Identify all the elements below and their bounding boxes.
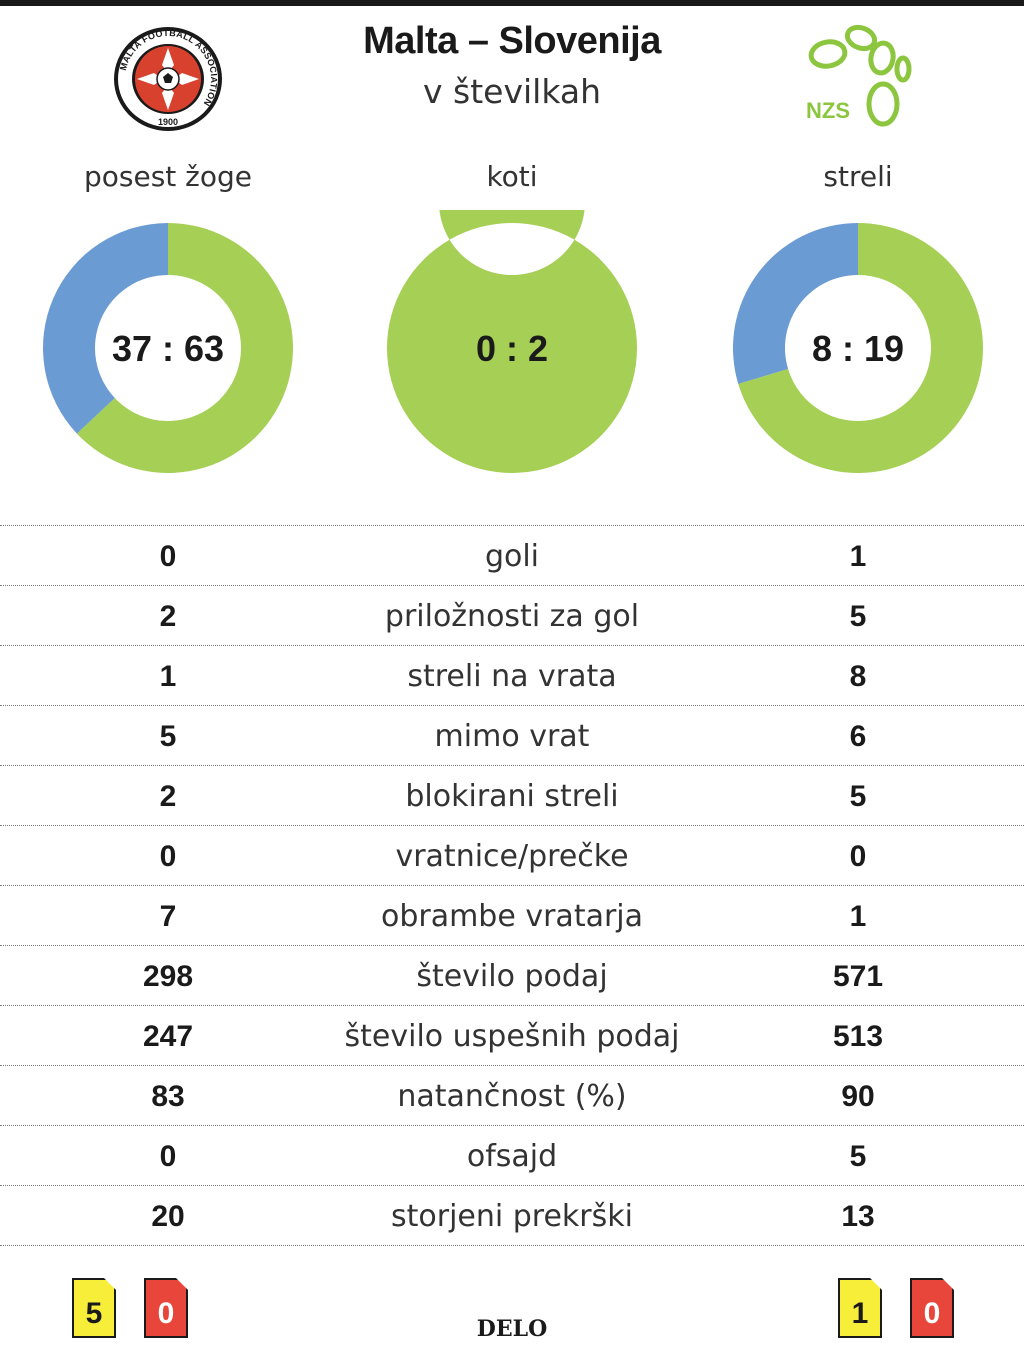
home-value: 83 — [151, 1080, 185, 1113]
donut-possession: 37 : 63 — [43, 223, 293, 473]
donut-center-label: 0 : 2 — [476, 328, 548, 369]
table-row: 83 natančnost (%) 90 — [0, 1065, 1024, 1125]
donut-title-corners: koti — [486, 160, 538, 193]
home-value: 0 — [159, 1140, 177, 1173]
slice-away — [387, 210, 637, 473]
home-value: 7 — [159, 900, 177, 933]
stat-label: mimo vrat — [434, 719, 590, 754]
away-value: 0 — [849, 840, 867, 873]
svg-text:1900: 1900 — [158, 117, 178, 127]
stat-label: število uspešnih podaj — [344, 1019, 680, 1054]
away-value: 6 — [849, 720, 867, 753]
stat-label: goli — [484, 539, 540, 574]
away-value: 5 — [849, 1140, 867, 1173]
donut-title-shots: streli — [823, 160, 893, 193]
chart-title: Malta – Slovenija — [363, 20, 661, 62]
donut-center-label: 37 : 63 — [112, 328, 224, 369]
table-row: 7 obrambe vratarja 1 — [0, 885, 1024, 945]
slice-home — [732, 223, 858, 384]
table-row: 0 ofsajd 5 — [0, 1125, 1024, 1185]
stat-label: ofsajd — [466, 1139, 558, 1174]
donut-corners: 0 : 2 — [387, 210, 637, 473]
home-yellow-card: 5 — [72, 1278, 116, 1338]
slice-home — [43, 223, 168, 434]
top-bar — [0, 0, 1024, 6]
stat-label: število podaj — [416, 959, 608, 994]
home-value: 247 — [142, 1020, 194, 1053]
home-value: 20 — [151, 1200, 185, 1233]
table-row: 0 vratnice/prečke 0 — [0, 825, 1024, 885]
home-value: 298 — [142, 960, 194, 993]
home-value: 2 — [159, 780, 177, 813]
away-value: 90 — [841, 1080, 875, 1113]
home-value: 0 — [159, 540, 177, 573]
home-red-card: 0 — [144, 1278, 188, 1338]
nzs-logo: NZS — [806, 24, 912, 127]
table-row: 247 število uspešnih podaj 513 — [0, 1005, 1024, 1065]
stat-label: natančnost (%) — [397, 1079, 627, 1114]
away-yellow-card: 1 — [838, 1278, 882, 1338]
chart-subtitle: v številkah — [423, 72, 601, 111]
home-value: 0 — [159, 840, 177, 873]
stat-label: vratnice/prečke — [395, 839, 629, 874]
table-row: 298 število podaj 571 — [0, 945, 1024, 1005]
slice-away — [76, 223, 293, 473]
brand-logo: DELO — [476, 1316, 548, 1342]
stat-label: obrambe vratarja — [380, 899, 644, 934]
table-row: 5 mimo vrat 6 — [0, 705, 1024, 765]
donut-center-label: 8 : 19 — [812, 328, 904, 369]
stat-label: storjeni prekrški — [391, 1199, 633, 1234]
stats-table: 0 goli 1 2 priložnosti za gol 5 1 streli… — [0, 525, 1024, 1246]
away-value: 5 — [849, 780, 867, 813]
away-value: 13 — [841, 1200, 875, 1233]
away-value: 1 — [849, 540, 867, 573]
home-value: 5 — [159, 720, 177, 753]
home-value: 1 — [159, 660, 177, 693]
table-row: 2 priložnosti za gol 5 — [0, 585, 1024, 645]
away-value: 1 — [849, 900, 867, 933]
donut-shots: 8 : 19 — [732, 223, 983, 473]
donut-charts: 37 : 63 0 : 2 8 : 19 — [43, 210, 983, 473]
table-row: 2 blokirani streli 5 — [0, 765, 1024, 825]
home-value: 2 — [159, 600, 177, 633]
stat-label: streli na vrata — [407, 659, 617, 694]
malta-fa-logo: MALTA FOOTBALL ASSOCIATION 1900 — [114, 27, 222, 131]
away-value: 5 — [849, 600, 867, 633]
slice-away — [738, 223, 983, 473]
away-red-card: 0 — [910, 1278, 954, 1338]
svg-text:NZS: NZS — [806, 98, 850, 123]
table-row: 20 storjeni prekrški 13 — [0, 1185, 1024, 1246]
away-value: 513 — [832, 1020, 884, 1053]
table-row: 0 goli 1 — [0, 525, 1024, 585]
donut-title-possession: posest žoge — [83, 160, 252, 193]
away-value: 8 — [849, 660, 867, 693]
away-value: 571 — [832, 960, 884, 993]
table-row: 1 streli na vrata 8 — [0, 645, 1024, 705]
stat-label: blokirani streli — [405, 779, 619, 814]
stat-label: priložnosti za gol — [384, 599, 640, 634]
